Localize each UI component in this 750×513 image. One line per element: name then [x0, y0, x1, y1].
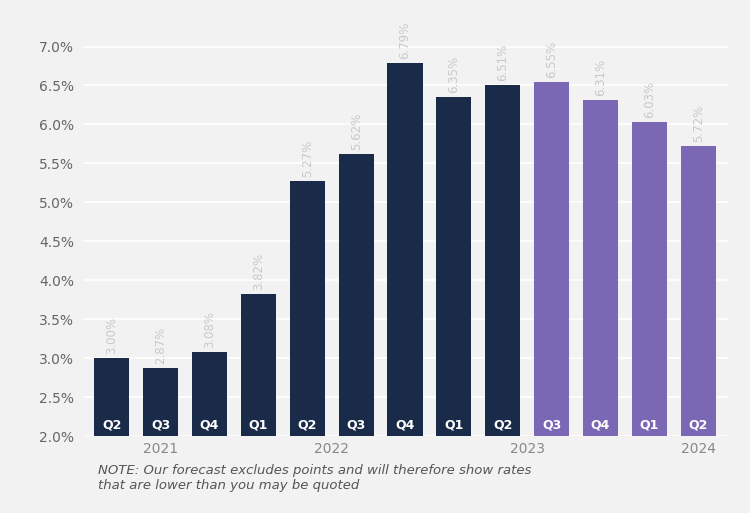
Bar [436, 97, 472, 513]
Bar [290, 181, 325, 513]
Bar [632, 122, 667, 513]
Text: Q3: Q3 [151, 419, 170, 431]
Text: 2.87%: 2.87% [154, 327, 167, 364]
Text: Q3: Q3 [542, 419, 561, 431]
Text: 5.72%: 5.72% [692, 105, 705, 143]
Bar [388, 63, 422, 513]
Text: 6.35%: 6.35% [447, 56, 460, 93]
Text: Q2: Q2 [102, 419, 122, 431]
Text: 2023: 2023 [510, 442, 544, 456]
Text: 2022: 2022 [314, 442, 350, 456]
Bar [583, 101, 618, 513]
Bar [241, 294, 276, 513]
Text: 6.03%: 6.03% [643, 81, 656, 118]
Text: 3.08%: 3.08% [203, 311, 216, 348]
Bar [534, 82, 569, 513]
Text: Q2: Q2 [688, 419, 708, 431]
Bar [143, 368, 178, 513]
Bar [338, 154, 374, 513]
Text: NOTE: Our forecast excludes points and will therefore show rates
that are lower : NOTE: Our forecast excludes points and w… [98, 464, 531, 492]
Text: 6.79%: 6.79% [398, 22, 412, 59]
Text: 3.82%: 3.82% [252, 253, 265, 290]
Text: 6.51%: 6.51% [496, 44, 509, 81]
Text: Q1: Q1 [444, 419, 464, 431]
Bar [680, 146, 716, 513]
Bar [192, 352, 227, 513]
Text: 3.00%: 3.00% [105, 317, 118, 354]
Text: Q4: Q4 [395, 419, 415, 431]
Text: Q4: Q4 [591, 419, 610, 431]
Text: 2024: 2024 [681, 442, 716, 456]
Text: Q4: Q4 [200, 419, 219, 431]
Text: Q2: Q2 [493, 419, 512, 431]
Bar [485, 85, 520, 513]
Bar [94, 358, 130, 513]
Text: 6.55%: 6.55% [545, 41, 558, 77]
Text: 2021: 2021 [143, 442, 178, 456]
Text: 6.31%: 6.31% [594, 59, 607, 96]
Text: Q3: Q3 [346, 419, 366, 431]
Text: 5.27%: 5.27% [301, 140, 313, 177]
Text: Q2: Q2 [298, 419, 317, 431]
Text: Q1: Q1 [249, 419, 268, 431]
Text: Q1: Q1 [640, 419, 659, 431]
Text: 5.62%: 5.62% [350, 113, 363, 150]
